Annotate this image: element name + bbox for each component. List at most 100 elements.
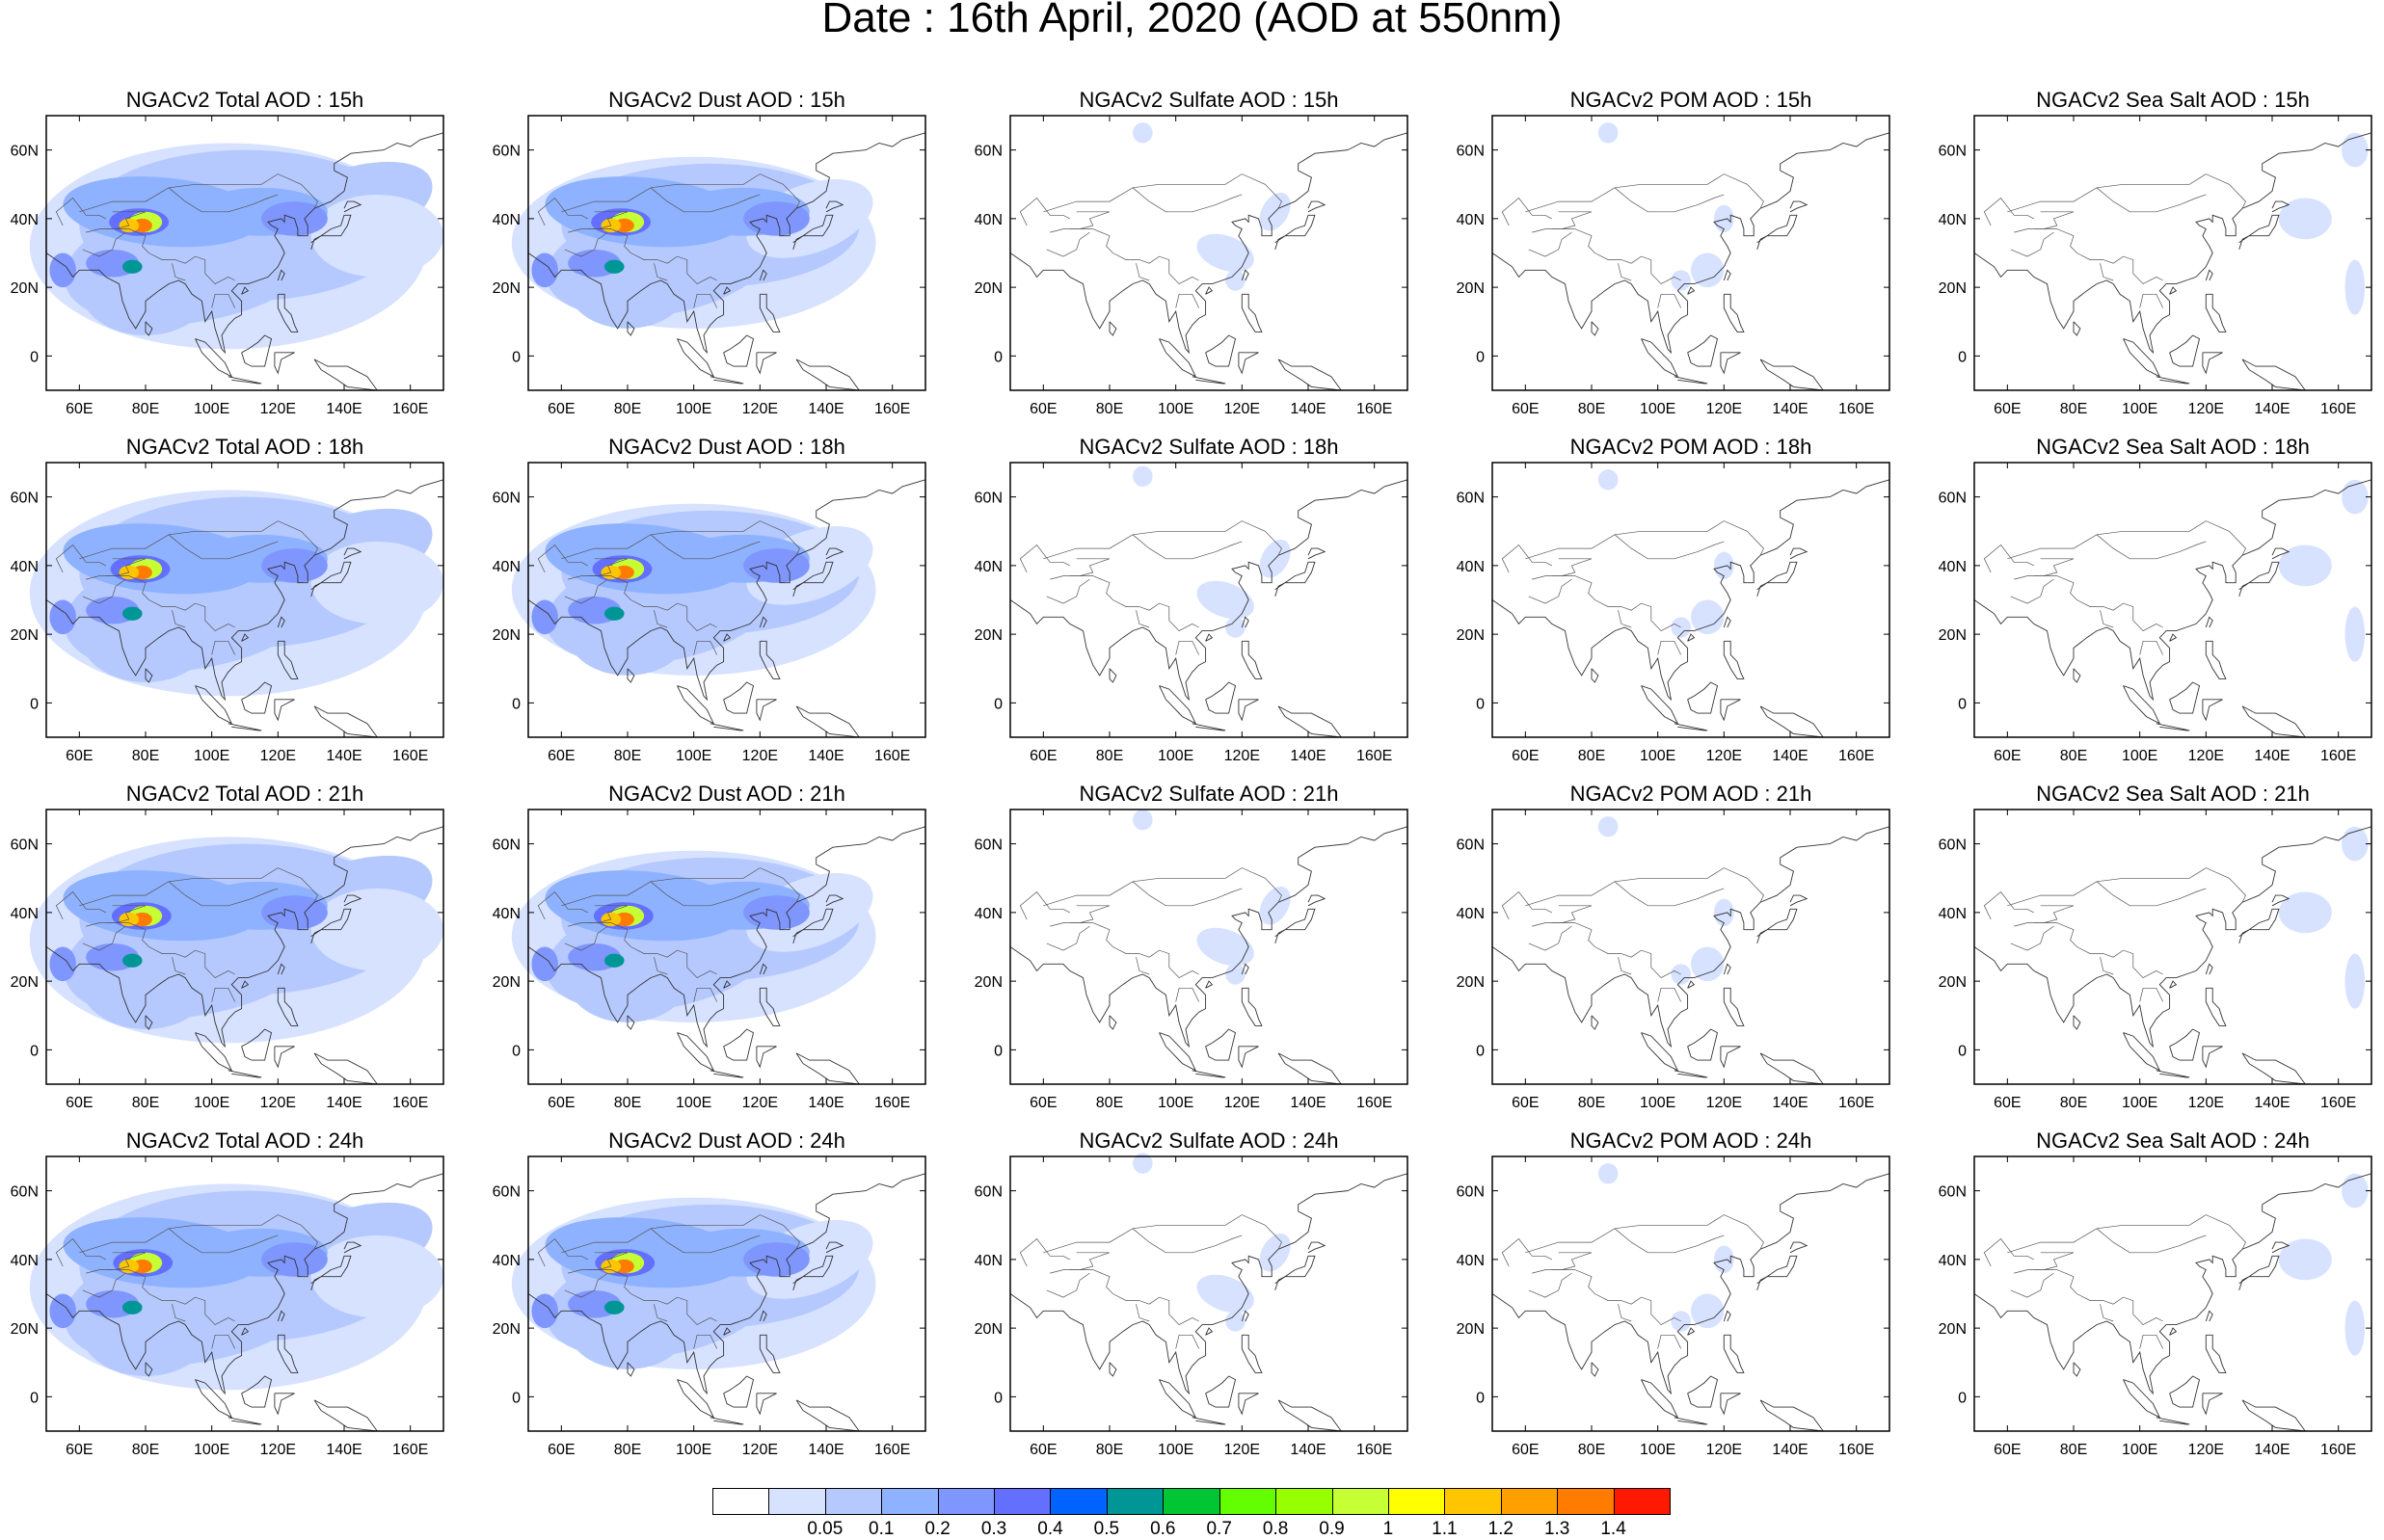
y-tick-label: 60N <box>1457 1184 1485 1201</box>
x-tick-label: 120E <box>742 748 778 764</box>
x-tick-label: 100E <box>1640 748 1675 764</box>
x-tick-label: 140E <box>808 748 844 764</box>
y-tick-label: 20N <box>493 974 521 991</box>
y-tick-label: 20N <box>1457 280 1485 297</box>
x-tick-label: 80E <box>1578 1442 1605 1458</box>
x-tick-label: 160E <box>392 748 428 764</box>
x-tick-label: 80E <box>614 401 641 417</box>
colorbar-label: 1 <box>1382 1519 1394 1539</box>
y-tick-label: 60N <box>11 144 39 160</box>
x-tick-label: 60E <box>1512 748 1539 764</box>
x-tick-label: 140E <box>1290 1442 1326 1458</box>
country-borders <box>537 1214 800 1349</box>
x-tick-label: 60E <box>548 401 575 417</box>
x-tick-label: 80E <box>1096 401 1123 417</box>
map-plot: 60E 80E 100E 120E 140E 160E 60N 40N 20N 0 <box>1457 462 1890 764</box>
country-borders <box>1019 173 1282 308</box>
x-tick-label: 100E <box>1158 1442 1193 1458</box>
x-tick-label: 140E <box>1290 748 1326 764</box>
map-plot: 60E 80E 100E 120E 140E 160E 60N 40N 20N 0 <box>1457 1155 1890 1458</box>
y-tick-label: 60N <box>11 491 39 507</box>
y-tick-label: 40N <box>1939 559 1967 575</box>
colorbar-swatch <box>768 1488 826 1515</box>
y-tick-label: 0 <box>512 1390 521 1406</box>
x-tick-label: 100E <box>1158 401 1193 417</box>
x-tick-label: 100E <box>676 1095 711 1111</box>
coastline <box>527 479 926 738</box>
x-tick-label: 120E <box>260 748 296 764</box>
x-tick-label: 160E <box>392 1095 428 1111</box>
x-tick-label: 120E <box>1224 748 1260 764</box>
y-tick-label: 20N <box>11 280 39 297</box>
colorbar-swatch <box>1613 1488 1671 1515</box>
x-tick-label: 120E <box>2188 401 2224 417</box>
x-tick-label: 140E <box>2254 748 2290 764</box>
aod-patch <box>1671 617 1691 638</box>
aod-field <box>2278 826 2369 1009</box>
panel-title: NGACv2 Dust AOD : 15h <box>608 88 845 112</box>
x-tick-label: 80E <box>2060 1442 2087 1458</box>
panel-title: NGACv2 Sulfate AOD : 15h <box>1079 88 1339 112</box>
y-tick-label: 20N <box>975 627 1003 644</box>
x-tick-label: 80E <box>1578 1095 1605 1111</box>
x-tick-label: 80E <box>614 1442 641 1458</box>
aod-patch <box>1714 898 1734 927</box>
y-tick-label: 60N <box>975 144 1003 160</box>
y-tick-label: 60N <box>975 1184 1003 1201</box>
x-tick-label: 100E <box>2122 748 2157 764</box>
y-tick-label: 40N <box>1939 212 1967 228</box>
panel-title: NGACv2 Sea Salt AOD : 18h <box>2036 435 2310 459</box>
y-tick-label: 60N <box>11 1184 39 1201</box>
x-tick-label: 140E <box>1772 748 1808 764</box>
aod-patch <box>1597 816 1619 837</box>
aod-patch <box>1597 469 1619 491</box>
y-tick-label: 0 <box>30 1390 39 1406</box>
aod-patch <box>545 870 743 942</box>
x-tick-label: 60E <box>1030 401 1057 417</box>
y-tick-label: 40N <box>975 1253 1003 1269</box>
x-tick-label: 60E <box>1994 1095 2021 1111</box>
colorbar-swatch <box>1387 1488 1446 1515</box>
colorbar-label: 1.3 <box>1543 1519 1570 1539</box>
x-tick-label: 100E <box>2122 1095 2157 1111</box>
country-borders <box>55 1214 318 1349</box>
panel-title: NGACv2 Total AOD : 18h <box>125 435 364 459</box>
aod-patch <box>1225 964 1246 985</box>
colorbar-swatch <box>1050 1488 1108 1515</box>
x-tick-label: 100E <box>1158 1095 1193 1111</box>
aod-patch <box>1691 1293 1725 1329</box>
map-plot: 60E 80E 100E 120E 140E 160E 60N 40N 20N 0 <box>11 115 444 417</box>
colorbar-swatch <box>1219 1488 1277 1515</box>
x-tick-label: 160E <box>1838 1442 1874 1458</box>
aod-patch <box>1597 122 1619 144</box>
figure-title: Date : 16th April, 2020 (AOD at 550nm) <box>821 0 1563 41</box>
y-tick-label: 0 <box>30 349 39 365</box>
y-tick-label: 0 <box>1476 349 1485 365</box>
y-tick-label: 0 <box>512 1043 521 1059</box>
x-tick-label: 140E <box>1772 401 1808 417</box>
map-plot: 60E 80E 100E 120E 140E 160E 60N 40N 20N 0 <box>1939 1155 2372 1458</box>
aod-patch <box>63 176 261 248</box>
map-panel-seasalt-3: NGACv2 Sea Salt AOD : 21h 60E 80E 100E 120E 1… <box>1928 782 2384 1114</box>
y-tick-label: 20N <box>493 627 521 644</box>
y-tick-label: 20N <box>11 1321 39 1338</box>
aod-field <box>1597 469 1734 638</box>
map-plot: 60E 80E 100E 120E 140E 160E 60N 40N 20N 0 <box>1457 809 1890 1111</box>
panel-title: NGACv2 Sulfate AOD : 24h <box>1079 1128 1339 1153</box>
y-tick-label: 60N <box>1457 837 1485 854</box>
aod-field <box>2278 479 2369 662</box>
colorbar-label: 0.7 <box>1206 1519 1232 1539</box>
x-tick-label: 140E <box>808 1442 844 1458</box>
map-panel-dust-3: NGACv2 Dust AOD : 21h 60E 80E 100E 120E 140E 1… <box>482 782 964 1114</box>
x-tick-label: 160E <box>1356 401 1392 417</box>
colorbar-label: 0.4 <box>1037 1519 1063 1539</box>
aod-field <box>1133 810 1291 985</box>
y-tick-label: 0 <box>512 349 521 365</box>
colorbar-label: 1.2 <box>1487 1519 1513 1539</box>
coastline <box>1491 826 1890 1085</box>
map-plot: 60E 80E 100E 120E 140E 160E 60N 40N 20N 0 <box>11 462 444 764</box>
aod-patch <box>121 1300 143 1314</box>
x-tick-label: 60E <box>1994 1442 2021 1458</box>
coastline <box>45 826 444 1085</box>
y-tick-label: 0 <box>1476 696 1485 712</box>
